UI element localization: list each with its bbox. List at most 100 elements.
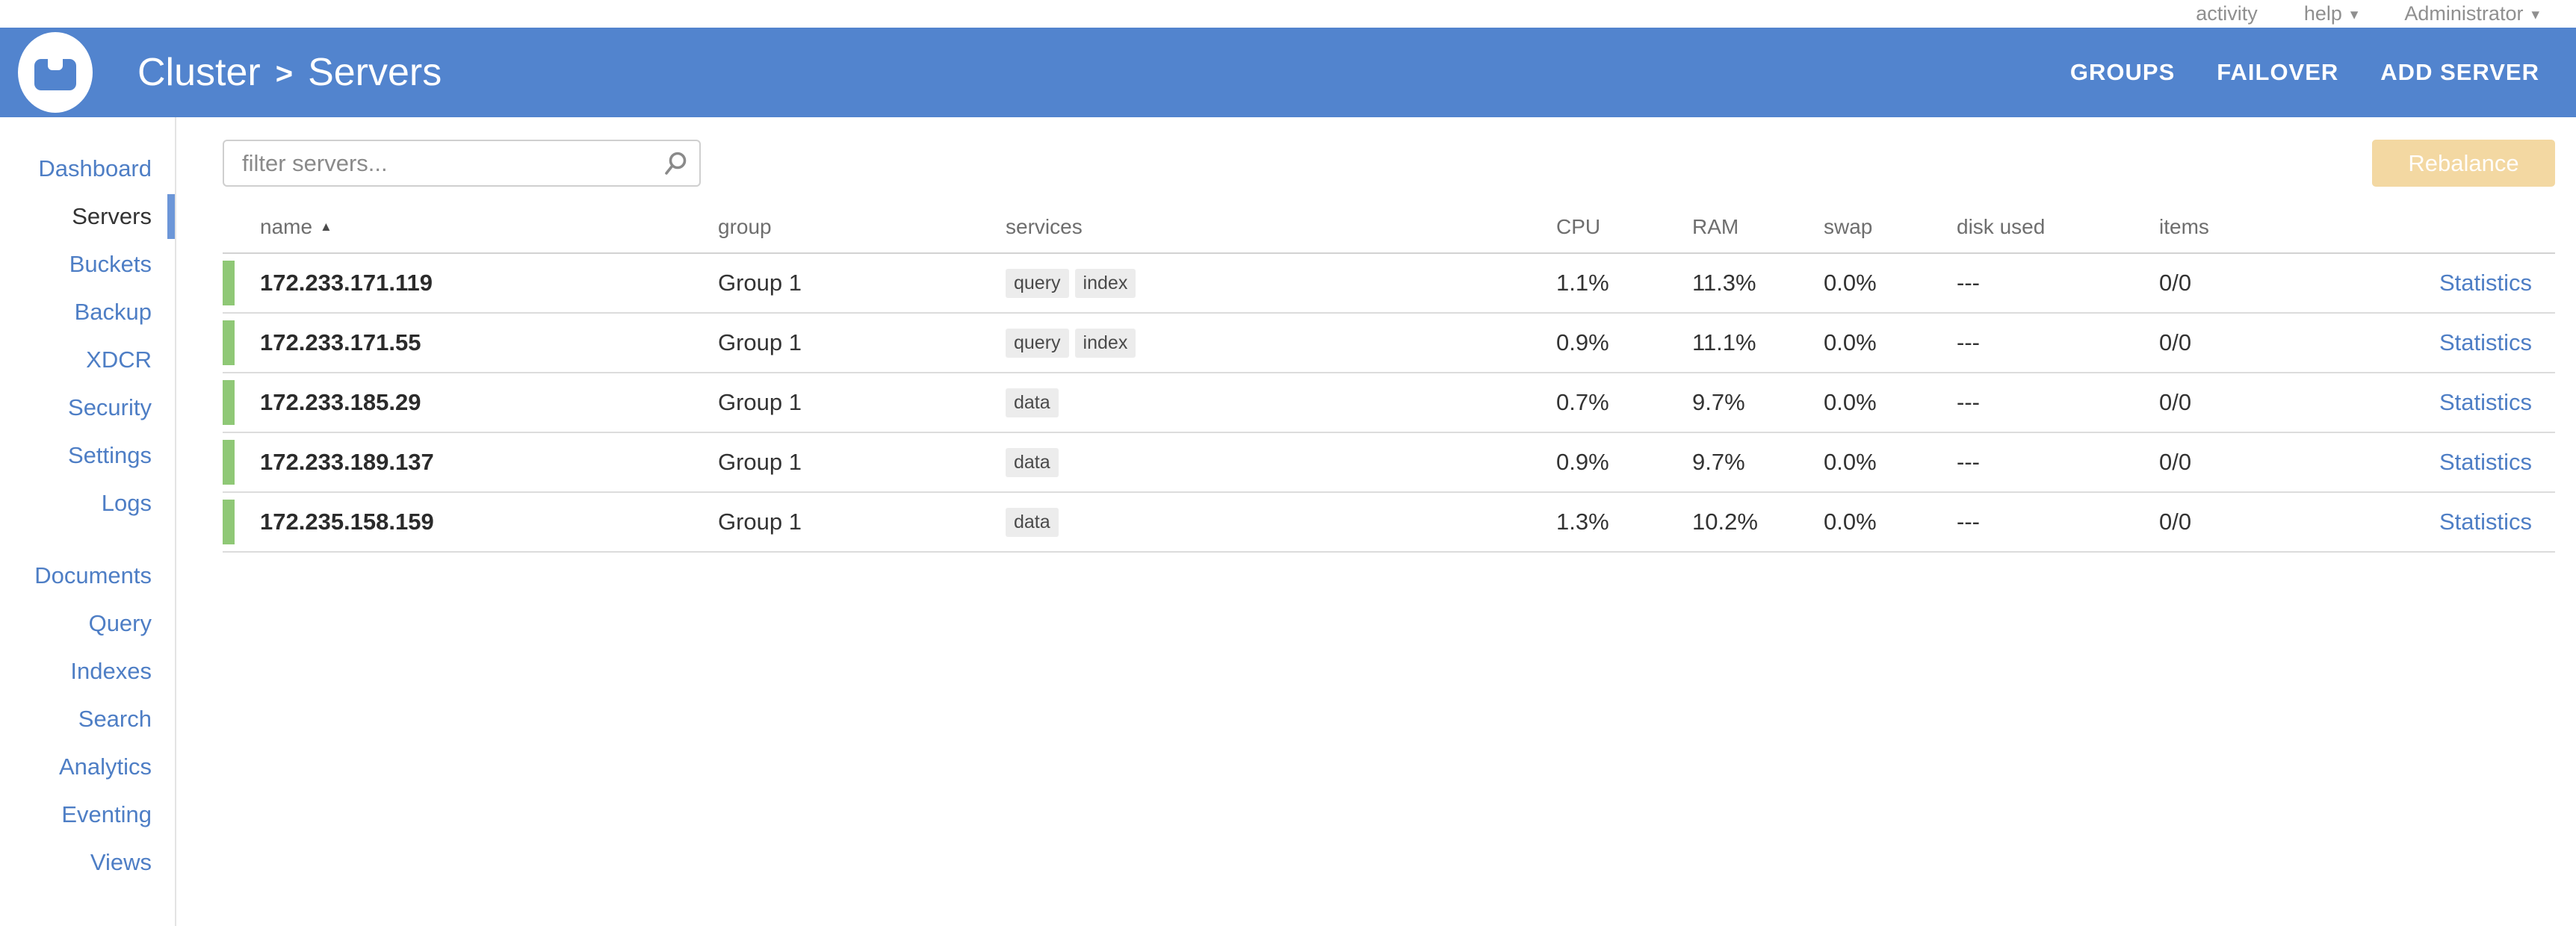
column-header-services[interactable]: services — [1006, 215, 1556, 239]
server-disk-used: --- — [1957, 329, 1980, 355]
sidebar-item-label: Eventing — [61, 801, 152, 827]
filter-servers-input[interactable] — [223, 140, 701, 187]
couchbase-logo-icon — [18, 32, 93, 113]
servers-table-body: 172.233.171.119 Group 1 query index 1.1% 11.3… — [223, 254, 2555, 553]
layout: Dashboard Servers Buckets Backup XDCR Securit… — [0, 117, 2576, 926]
app-header: Cluster > Servers GROUPS FAILOVER ADD SERV… — [0, 28, 2576, 117]
column-header-group[interactable]: group — [718, 215, 1006, 239]
sidebar-item-logs[interactable]: Logs — [0, 479, 175, 527]
server-swap: 0.0% — [1824, 329, 1877, 355]
column-header-label: items — [2159, 215, 2209, 238]
column-header-label: disk used — [1957, 215, 2046, 238]
server-group: Group 1 — [718, 329, 802, 355]
server-group: Group 1 — [718, 270, 802, 296]
server-group: Group 1 — [718, 389, 802, 415]
sidebar-item-security[interactable]: Security — [0, 384, 175, 432]
sidebar-item-label: Documents — [34, 562, 152, 588]
server-name: 172.235.158.159 — [260, 509, 434, 535]
table-row: 172.233.171.55 Group 1 query index 0.9% 11.1%… — [223, 314, 2555, 373]
table-row: 172.233.189.137 Group 1 data 0.9% 9.7% 0.0% --… — [223, 433, 2555, 493]
column-header-label: services — [1006, 215, 1083, 238]
sidebar: Dashboard Servers Buckets Backup XDCR Securit… — [0, 117, 176, 926]
rebalance-button[interactable]: Rebalance — [2372, 140, 2555, 187]
server-ram: 9.7% — [1692, 449, 1745, 475]
server-disk-used: --- — [1957, 389, 1980, 415]
column-header-ram[interactable]: RAM — [1692, 215, 1824, 239]
sidebar-item-search[interactable]: Search — [0, 695, 175, 743]
breadcrumb: Cluster > Servers — [137, 50, 442, 95]
sidebar-item-documents[interactable]: Documents — [0, 552, 175, 600]
sidebar-item-label: Security — [68, 394, 152, 420]
column-header-swap[interactable]: swap — [1824, 215, 1957, 239]
statistics-cell: Statistics — [2389, 270, 2555, 296]
statistics-link[interactable]: Statistics — [2439, 329, 2532, 355]
server-disk-used: --- — [1957, 270, 1980, 296]
server-name: 172.233.189.137 — [260, 449, 434, 475]
sidebar-item-dashboard[interactable]: Dashboard — [0, 145, 175, 193]
statistics-link[interactable]: Statistics — [2439, 449, 2532, 475]
sidebar-item-query[interactable]: Query — [0, 600, 175, 647]
node-status-bar — [223, 261, 235, 305]
statistics-cell: Statistics — [2389, 449, 2555, 476]
sidebar-item-indexes[interactable]: Indexes — [0, 647, 175, 695]
server-cpu: 0.7% — [1556, 389, 1609, 415]
server-items: 0/0 — [2159, 449, 2192, 475]
topbar: activity help ▾ Administrator ▾ — [0, 0, 2576, 28]
sidebar-item-servers[interactable]: Servers — [0, 193, 175, 240]
sidebar-item-settings[interactable]: Settings — [0, 432, 175, 479]
sidebar-item-label: Servers — [72, 203, 152, 229]
column-header-name[interactable]: name ▲ — [260, 215, 718, 239]
sidebar-item-buckets[interactable]: Buckets — [0, 240, 175, 288]
column-header-items[interactable]: items — [2159, 215, 2389, 239]
column-header-disk-used[interactable]: disk used — [1957, 215, 2159, 239]
page-title: Servers — [308, 51, 442, 94]
statistics-link[interactable]: Statistics — [2439, 389, 2532, 415]
table-row: 172.235.158.159 Group 1 data 1.3% 10.2% 0.0% -… — [223, 493, 2555, 553]
sidebar-item-label: Logs — [101, 490, 152, 516]
sidebar-item-backup[interactable]: Backup — [0, 288, 175, 336]
groups-button[interactable]: GROUPS — [2069, 59, 2176, 85]
statistics-link[interactable]: Statistics — [2439, 509, 2532, 535]
breadcrumb-separator-icon: > — [275, 57, 294, 90]
server-services: query index — [1006, 268, 1556, 298]
failover-button[interactable]: FAILOVER — [2217, 59, 2339, 85]
server-group: Group 1 — [718, 509, 802, 535]
sidebar-item-views[interactable]: Views — [0, 839, 175, 886]
statistics-cell: Statistics — [2389, 509, 2555, 535]
server-services: query index — [1006, 328, 1556, 358]
server-ram: 11.3% — [1692, 270, 1756, 296]
servers-toolbar: Rebalance — [223, 140, 2555, 187]
filter-wrap — [223, 140, 701, 187]
server-swap: 0.0% — [1824, 509, 1877, 535]
sidebar-item-label: XDCR — [86, 347, 152, 373]
sort-asc-icon: ▲ — [320, 220, 332, 234]
node-status-bar — [223, 440, 235, 485]
statistics-cell: Statistics — [2389, 389, 2555, 416]
statistics-cell: Statistics — [2389, 329, 2555, 356]
server-group: Group 1 — [718, 449, 802, 475]
server-cpu: 0.9% — [1556, 329, 1609, 355]
topbar-item-help[interactable]: help ▾ — [2304, 4, 2359, 24]
sidebar-item-eventing[interactable]: Eventing — [0, 791, 175, 839]
topbar-item-administrator[interactable]: Administrator ▾ — [2404, 4, 2539, 24]
server-items: 0/0 — [2159, 509, 2192, 535]
sidebar-item-label: Views — [90, 849, 152, 875]
breadcrumb-root: Cluster — [137, 51, 261, 94]
server-ram: 10.2% — [1692, 509, 1758, 535]
server-cpu: 1.1% — [1556, 270, 1609, 296]
statistics-link[interactable]: Statistics — [2439, 270, 2532, 296]
servers-table-header: name ▲ group services CPU RAM swap disk used ite… — [223, 203, 2555, 254]
topbar-item-activity[interactable]: activity — [2196, 4, 2258, 24]
column-header-cpu[interactable]: CPU — [1556, 215, 1692, 239]
sidebar-item-xdcr[interactable]: XDCR — [0, 336, 175, 384]
server-ram: 11.1% — [1692, 329, 1756, 355]
column-header-label: RAM — [1692, 215, 1739, 238]
server-items: 0/0 — [2159, 329, 2192, 355]
couchbase-couch-notch — [48, 56, 63, 70]
add-server-button[interactable]: ADD SERVER — [2380, 59, 2539, 85]
node-status-bar — [223, 320, 235, 365]
sidebar-item-analytics[interactable]: Analytics — [0, 743, 175, 791]
server-items: 0/0 — [2159, 270, 2192, 296]
server-disk-used: --- — [1957, 449, 1980, 475]
sidebar-item-label: Buckets — [69, 251, 152, 277]
